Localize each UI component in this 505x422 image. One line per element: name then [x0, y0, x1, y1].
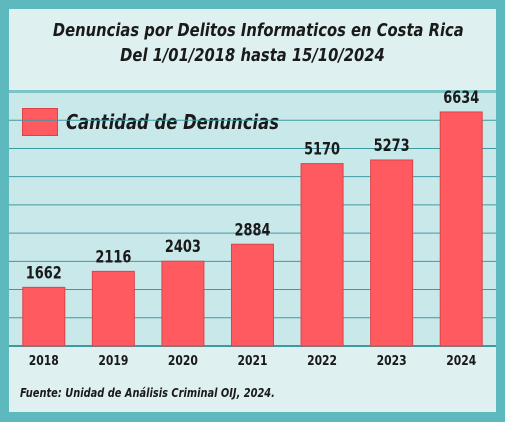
x-tick-label-2024: 2024 [446, 354, 476, 369]
legend: Cantidad de Denuncias [22, 108, 326, 136]
data-label-2018: 1662 [26, 263, 62, 283]
data-label-2019: 2116 [95, 247, 131, 267]
x-tick-label-2019: 2019 [98, 354, 128, 369]
legend-swatch [22, 108, 58, 136]
x-tick-label-2020: 2020 [168, 354, 198, 369]
data-label-2023: 5273 [374, 136, 410, 156]
source-note: Fuente: Unidad de Análisis Criminal OIJ,… [20, 386, 275, 400]
legend-label: Cantidad de Denuncias [66, 110, 280, 134]
chart-title-block: Denuncias por Delitos Informaticos en Co… [52, 18, 464, 68]
bar-2022 [300, 163, 344, 347]
data-label-2020: 2403 [165, 237, 201, 257]
plot-top-band [9, 90, 496, 93]
bar-2019 [91, 270, 135, 347]
x-tick-label-2021: 2021 [238, 354, 268, 369]
bar-2024 [439, 111, 483, 347]
bar-2018 [22, 286, 66, 347]
chart-title: Denuncias por Delitos Informaticos en Co… [52, 20, 464, 41]
data-label-2024: 6634 [443, 88, 479, 108]
data-label-2022: 5170 [304, 140, 340, 160]
chart-subtitle: Del 1/01/2018 hasta 15/10/2024 [120, 45, 385, 66]
x-tick-label-2022: 2022 [307, 354, 337, 369]
data-label-2021: 2884 [235, 220, 271, 240]
bar-2023 [370, 159, 414, 347]
bar-2021 [231, 243, 274, 347]
bar-2020 [161, 260, 205, 347]
x-tick-label-2018: 2018 [29, 354, 59, 369]
x-tick-label-2023: 2023 [377, 354, 407, 369]
